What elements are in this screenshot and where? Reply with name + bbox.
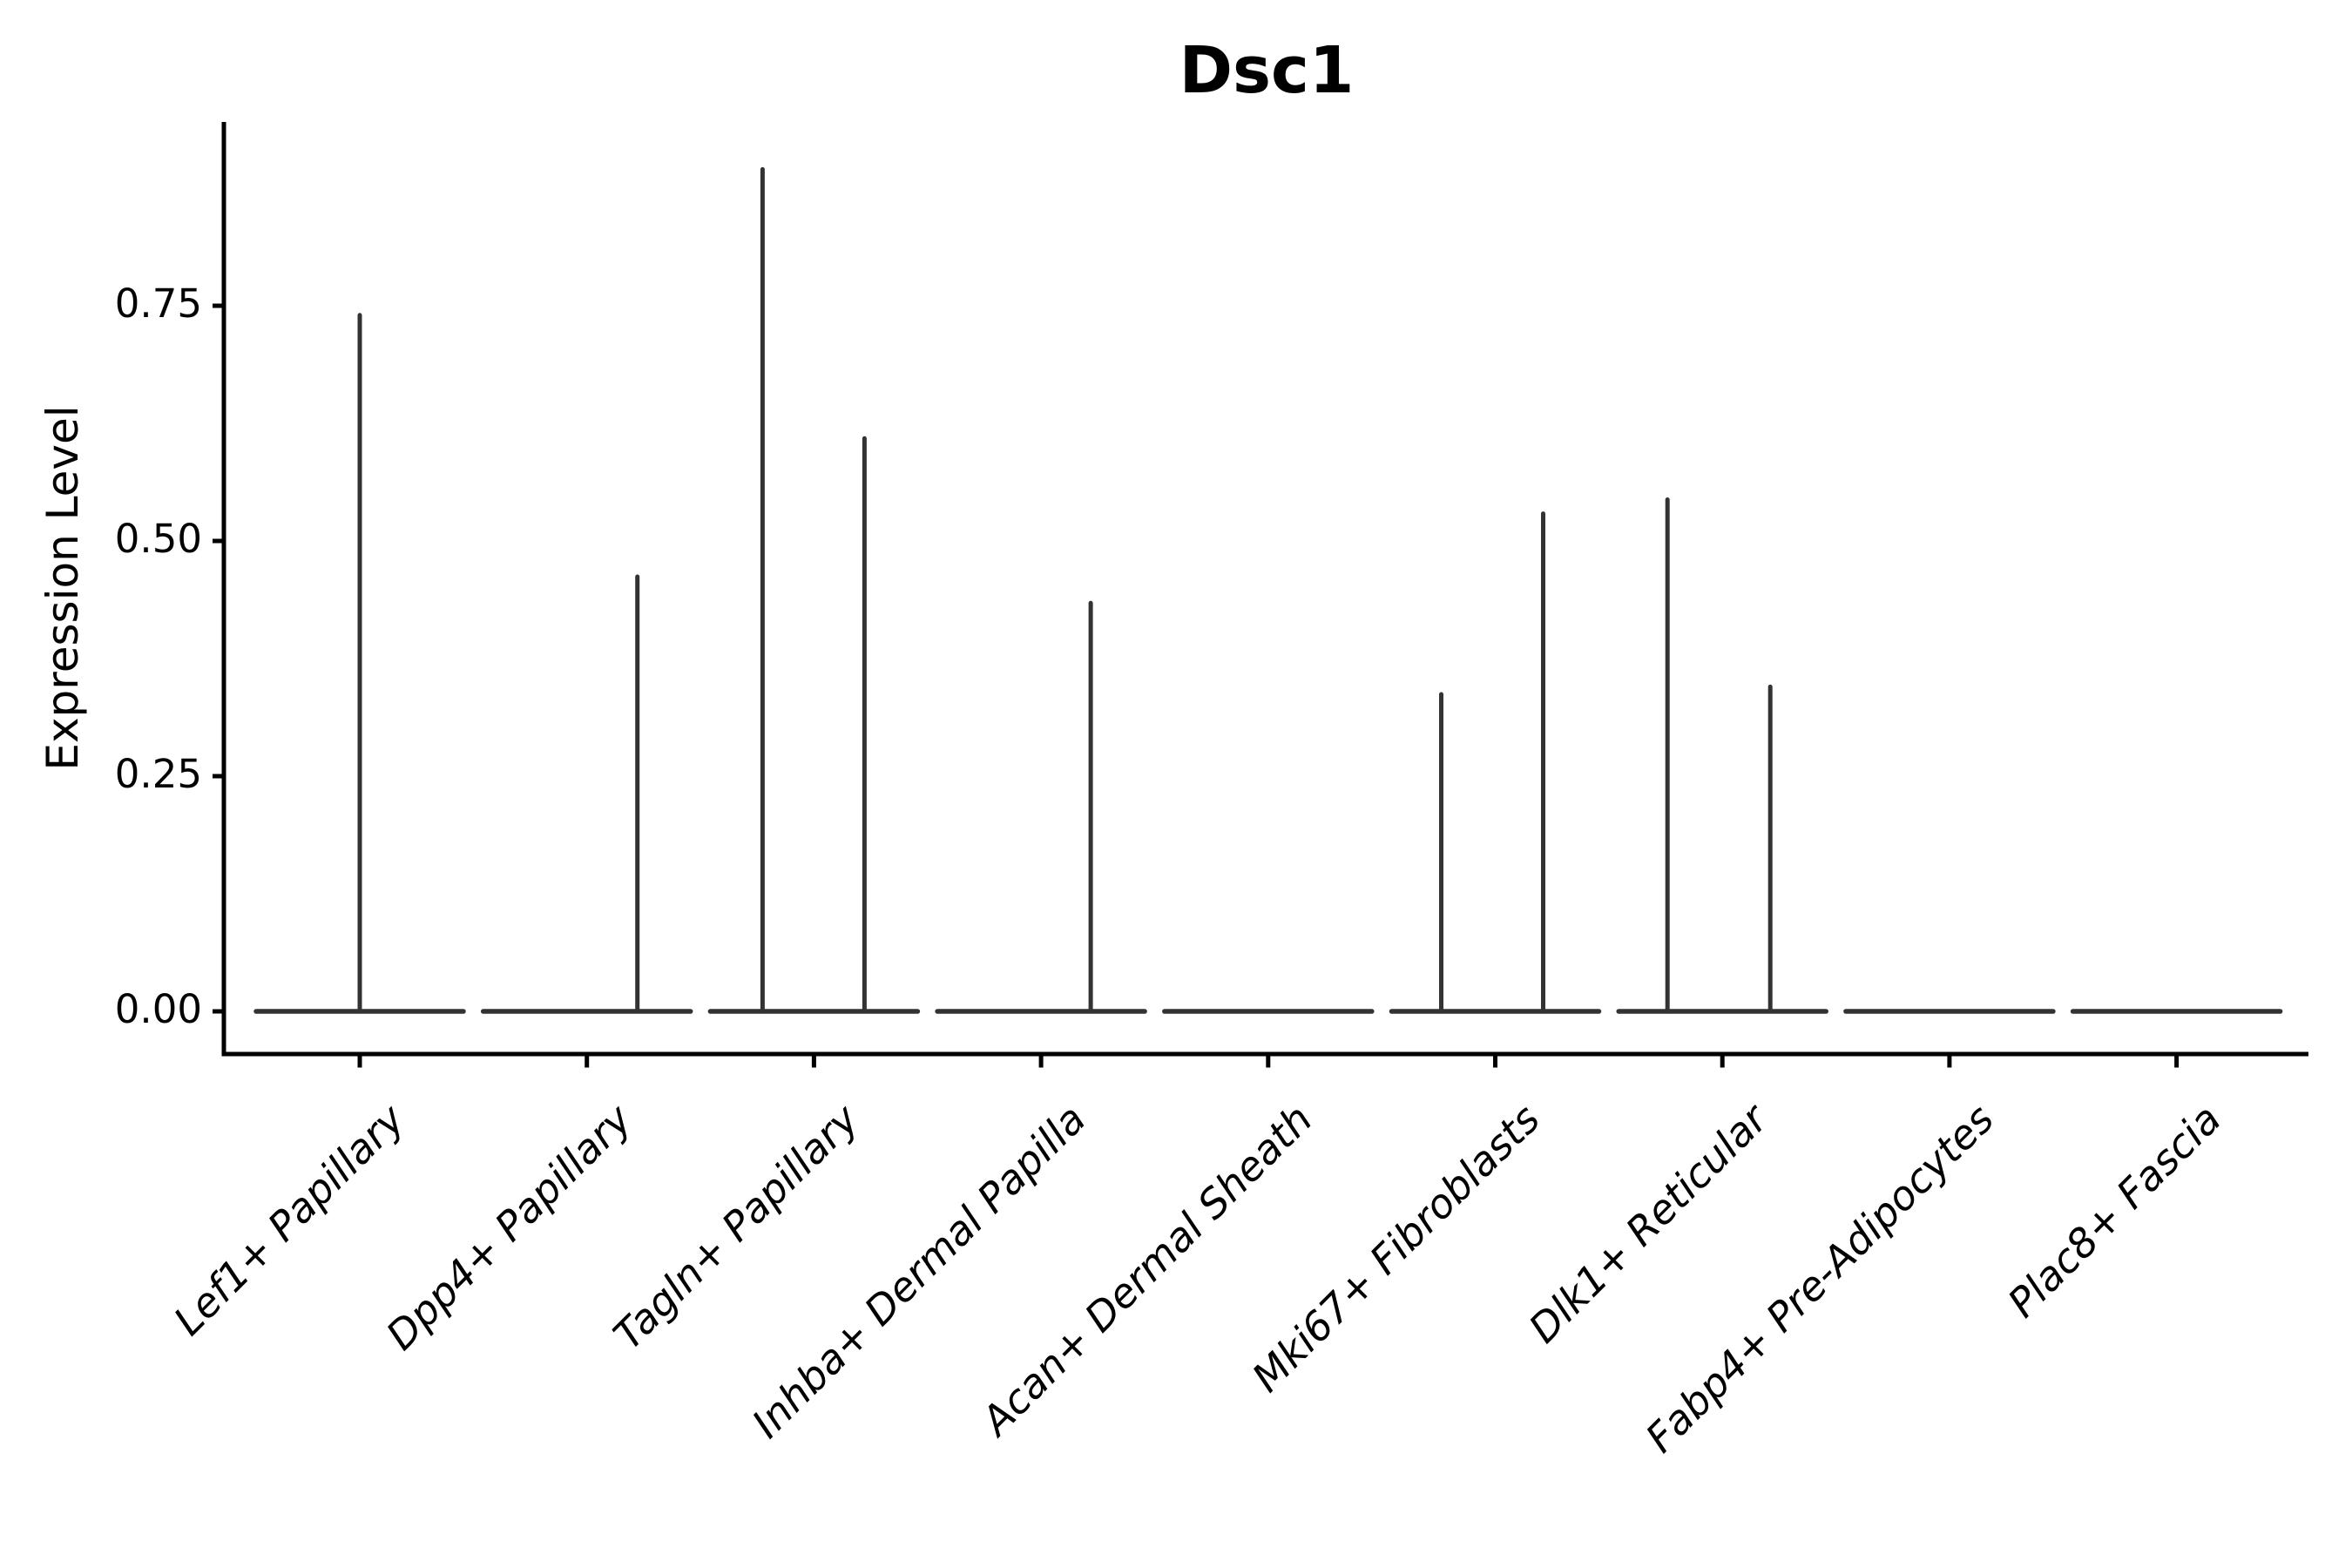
- y-tick-label: 0.00: [114, 986, 202, 1032]
- chart-title: Dsc1: [1179, 33, 1355, 108]
- y-tick-label: 0.75: [114, 280, 202, 327]
- y-tick-label: 0.50: [114, 516, 202, 562]
- y-tick-label: 0.25: [114, 751, 202, 797]
